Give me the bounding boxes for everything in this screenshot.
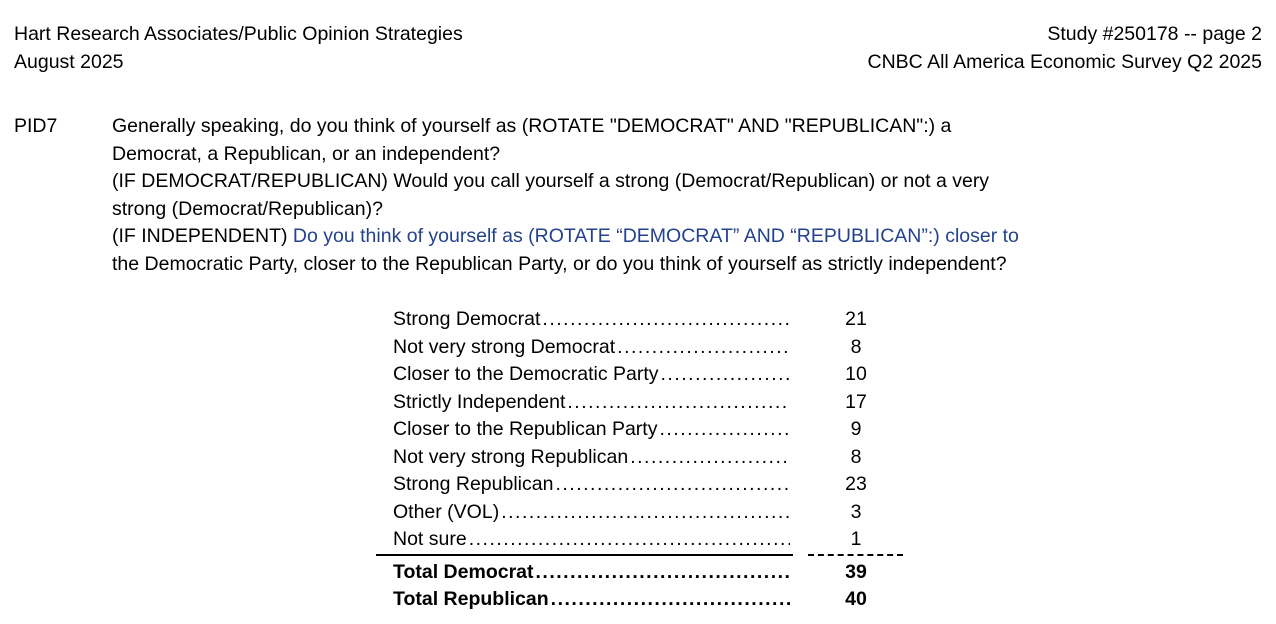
total-value: 40: [845, 588, 867, 610]
answer-value: 9: [850, 418, 862, 440]
table-row: Closer to the Democratic Party 10: [393, 361, 903, 389]
dot-leader: [467, 526, 790, 554]
answer-value: 21: [845, 308, 867, 330]
dot-leader: [657, 416, 790, 444]
table-row: Strong Democrat 21: [393, 306, 903, 334]
answer-label: Not very strong Republican: [393, 445, 629, 468]
separator-solid-line: [376, 553, 793, 556]
totals-separator: [376, 553, 903, 559]
table-row: Other (VOL) 3: [393, 499, 903, 527]
question-id: PID7: [14, 115, 58, 137]
answer-value: 10: [845, 363, 867, 385]
question-line: strong (Democrat/Republican)?: [112, 197, 383, 220]
answer-label: Not very strong Democrat: [393, 335, 616, 358]
dot-leader: [553, 471, 790, 499]
table-row: Not very strong Democrat 8: [393, 334, 903, 362]
answer-label: Strong Republican: [393, 473, 554, 495]
table-row: Closer to the Republican Party 9: [393, 416, 903, 444]
answer-label: Other (VOL): [393, 500, 500, 523]
dot-leader: [534, 559, 791, 587]
separator-dashed-line: [808, 553, 903, 556]
survey-date: August 2025: [14, 51, 124, 73]
question-line: Generally speaking, do you think of your…: [112, 115, 952, 137]
independent-followup-highlight: Do you think of yourself as (ROTATE “DEM…: [292, 225, 1019, 248]
dot-leader: [628, 444, 790, 472]
results-table: Strong Democrat 21 Not very strong Democ…: [376, 306, 903, 614]
survey-title: CNBC All America Economic Survey Q2 2025: [867, 51, 1263, 73]
dot-leader: [659, 361, 790, 389]
answer-value: 8: [850, 445, 862, 468]
answer-label: Closer to the Democratic Party: [393, 363, 659, 385]
if-independent-prefix: (IF INDEPENDENT): [112, 225, 293, 248]
dot-leader: [615, 334, 790, 362]
dot-leader: [565, 389, 790, 417]
question-line: the Democratic Party, closer to the Repu…: [112, 252, 1007, 275]
page-header-right: Study #250178 -- page 2 CNBC All America…: [868, 20, 1263, 76]
dot-leader: [540, 306, 790, 334]
total-value: 39: [845, 560, 867, 583]
table-row: Strictly Independent 17: [393, 389, 903, 417]
question-line: (IF INDEPENDENT) Do you think of yoursel…: [112, 223, 1262, 251]
total-row: Total Republican 40: [393, 586, 903, 614]
dot-leader: [499, 499, 790, 527]
question-text: Generally speaking, do you think of your…: [112, 113, 1262, 279]
study-number-page: Study #250178 -- page 2: [1047, 23, 1262, 45]
answer-value: 17: [845, 390, 867, 413]
question-line: (IF DEMOCRAT/REPUBLICAN) Would you call …: [112, 170, 990, 193]
total-row: Total Democrat 39: [393, 559, 903, 587]
dot-leader: [549, 586, 790, 614]
answer-label: Closer to the Republican Party: [393, 418, 658, 440]
page-header-left: Hart Research Associates/Public Opinion …: [14, 20, 463, 76]
organization-name: Hart Research Associates/Public Opinion …: [14, 23, 463, 45]
question-line: Democrat, a Republican, or an independen…: [112, 142, 501, 165]
total-label: Total Republican: [393, 588, 549, 610]
table-row: Not very strong Republican 8: [393, 444, 903, 472]
answer-label: Strictly Independent: [393, 390, 566, 413]
answer-label: Strong Democrat: [393, 308, 541, 330]
answer-value: 3: [850, 500, 862, 523]
answer-value: 8: [850, 335, 862, 358]
answer-value: 23: [845, 473, 867, 495]
answer-value: 1: [850, 528, 862, 550]
table-row: Not sure 1: [393, 526, 903, 554]
total-label: Total Democrat: [393, 560, 534, 583]
answer-label: Not sure: [393, 528, 467, 550]
table-row: Strong Republican 23: [393, 471, 903, 499]
